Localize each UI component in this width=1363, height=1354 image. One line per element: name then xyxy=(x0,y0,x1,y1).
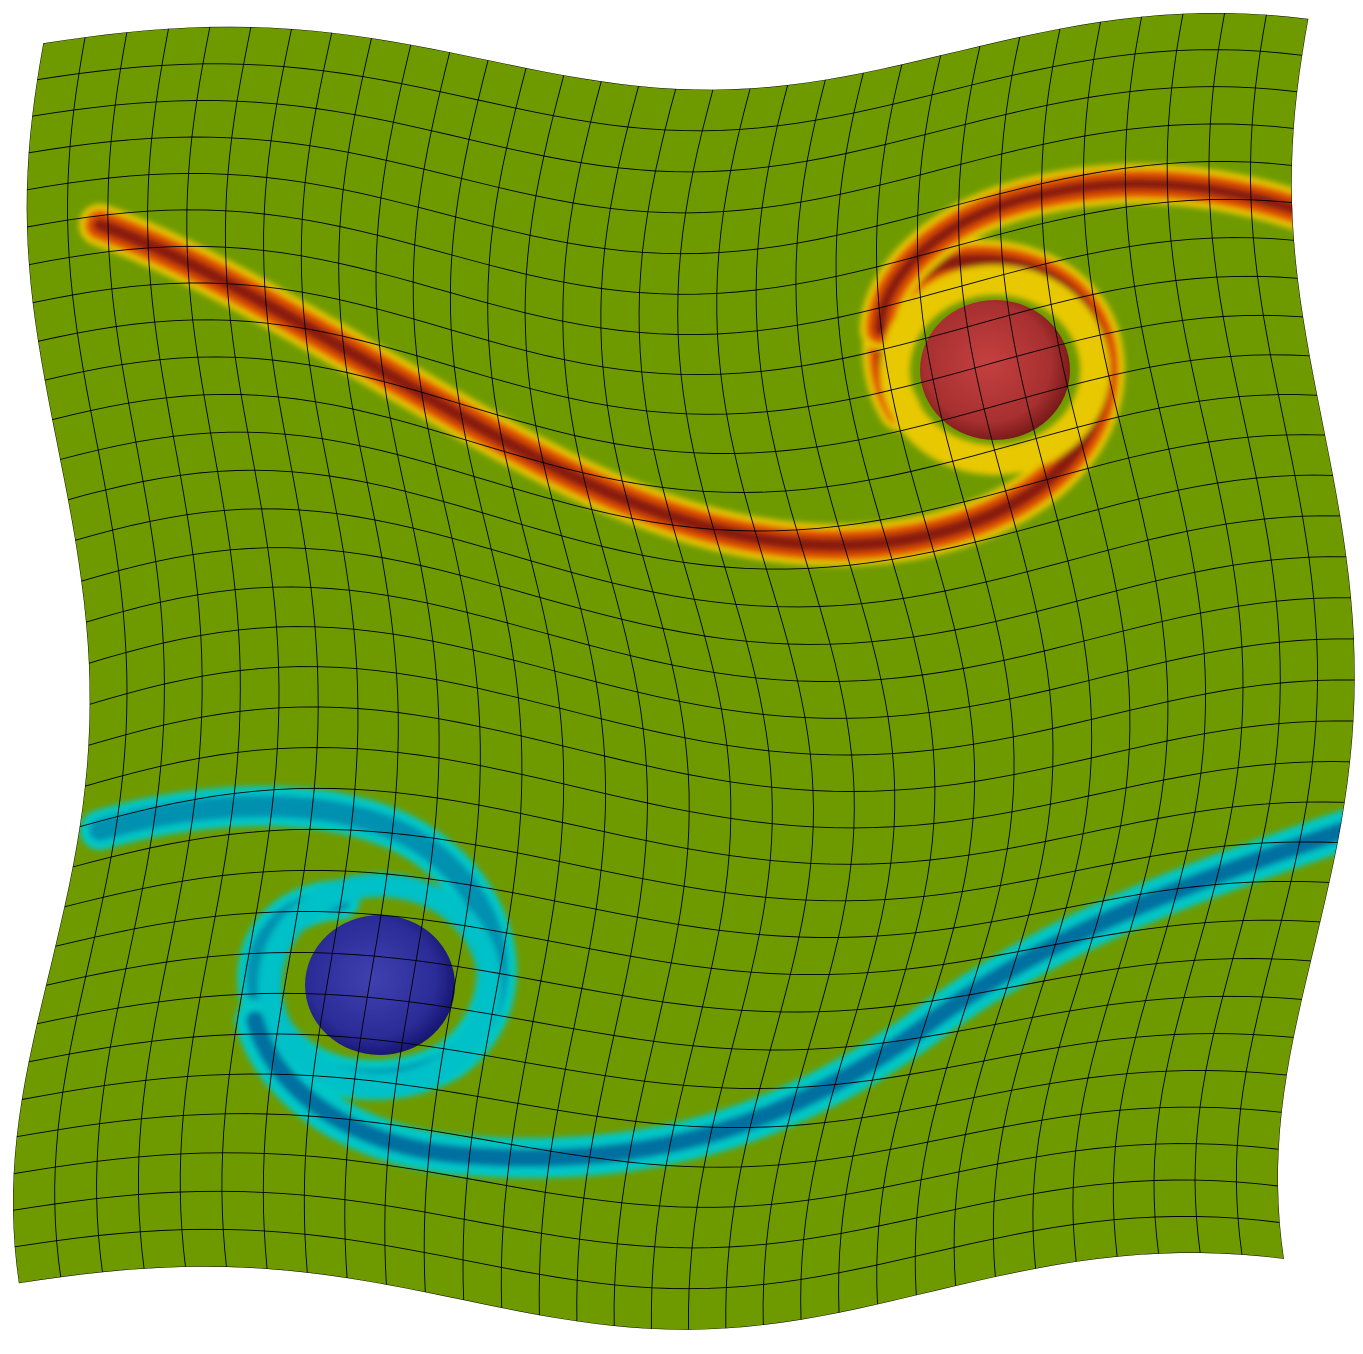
mesh-line xyxy=(914,55,1015,1296)
mesh-line xyxy=(716,88,814,1329)
mesh-lines xyxy=(13,13,1355,1330)
blue-front xyxy=(80,786,1355,1179)
mesh-line xyxy=(28,1033,1294,1089)
mesh-line xyxy=(88,626,1354,719)
red-vortex xyxy=(920,300,1070,440)
mesh-line xyxy=(953,45,1054,1287)
mesh-line xyxy=(13,1143,1279,1208)
mesh-line xyxy=(13,1179,1279,1249)
mesh-line xyxy=(55,911,1321,976)
mesh-line xyxy=(84,747,1351,829)
mesh-line xyxy=(1112,16,1207,1257)
mesh-line xyxy=(755,84,855,1326)
blue-vortex xyxy=(305,915,455,1055)
field xyxy=(13,13,1355,1330)
band-core xyxy=(246,821,1354,1168)
mesh-line xyxy=(64,869,1330,938)
mesh-line xyxy=(1194,13,1281,1254)
mesh-line xyxy=(45,952,1312,1013)
mesh-line xyxy=(795,79,896,1320)
ring xyxy=(880,265,1110,475)
ring xyxy=(258,873,502,1097)
mesh-line xyxy=(79,787,1345,865)
mesh-line xyxy=(677,89,773,1330)
mesh-line xyxy=(21,1070,1287,1129)
band-core xyxy=(874,177,1346,336)
mesh-line xyxy=(992,36,1093,1277)
mesh-line xyxy=(72,828,1338,902)
mesh-line xyxy=(835,72,936,1313)
mesh-line xyxy=(1153,13,1244,1254)
mesh-line xyxy=(16,1106,1282,1168)
mesh-line xyxy=(1072,21,1169,1262)
mesh-line xyxy=(1235,14,1318,1255)
mesh-line xyxy=(36,992,1302,1051)
mesh-line xyxy=(88,706,1354,792)
mesh-line xyxy=(14,1216,1280,1290)
mesh-line xyxy=(876,64,976,1305)
mesh-line xyxy=(1032,28,1131,1269)
mesh-line xyxy=(89,666,1355,756)
